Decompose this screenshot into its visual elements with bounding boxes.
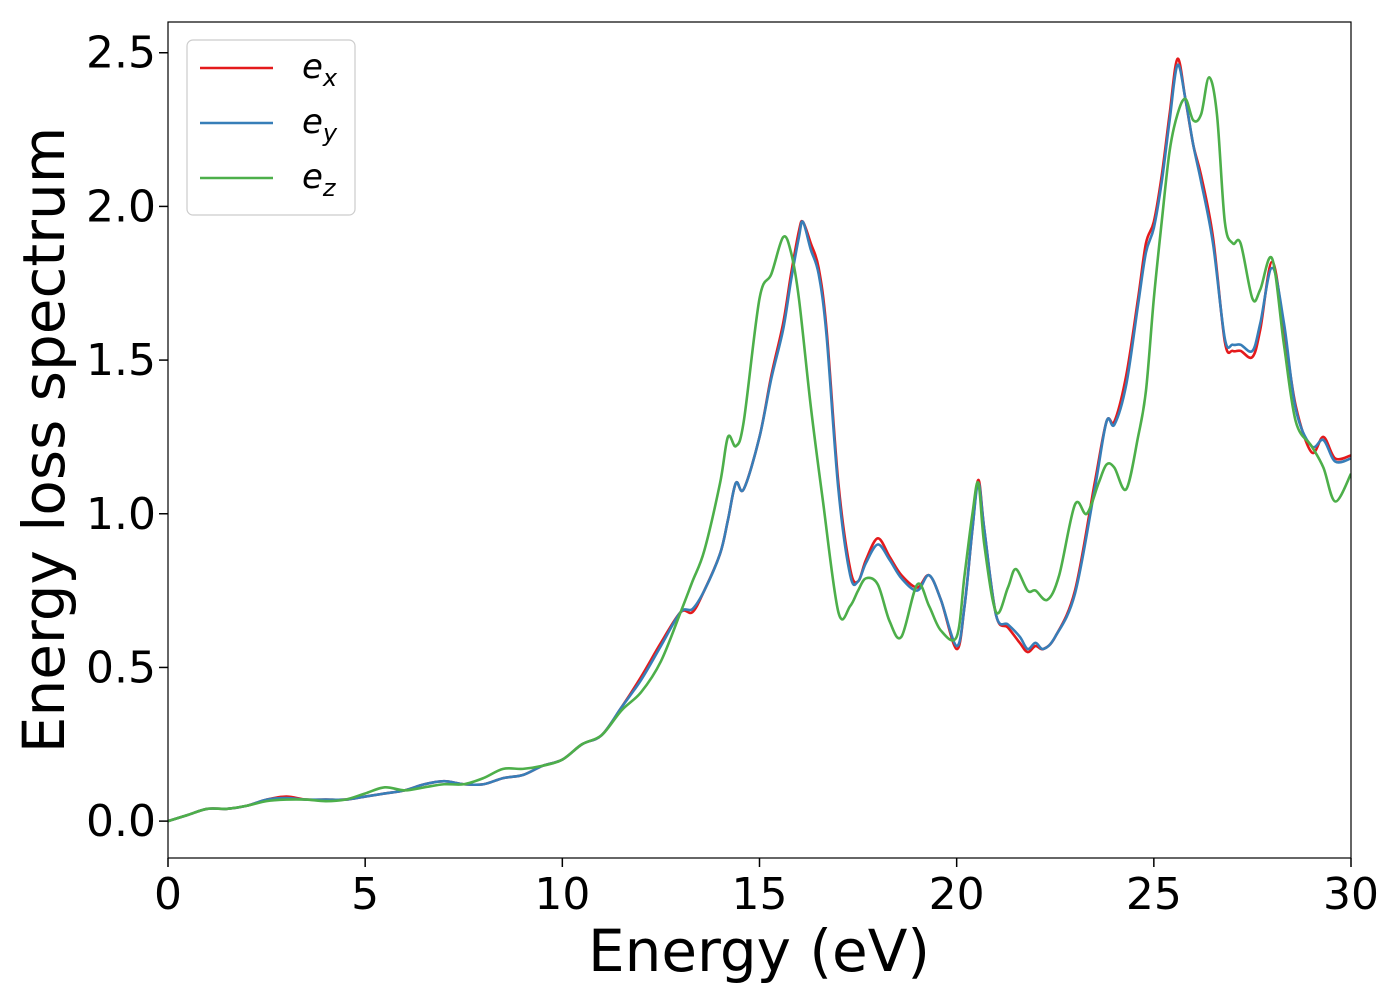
x-tick-label: 20 <box>929 869 985 920</box>
y-tick-label: 0.0 <box>86 796 156 847</box>
series-line-z <box>168 76 1351 823</box>
x-tick-label: 15 <box>732 869 788 920</box>
x-tick-label: 10 <box>534 869 590 920</box>
x-tick-label: 5 <box>351 869 379 920</box>
y-tick-label: 2.5 <box>86 28 156 79</box>
plot-lines <box>168 57 1351 823</box>
x-axis: 0 5 10 15 20 25 30 <box>154 858 1379 920</box>
y-tick-label: 1.0 <box>86 489 156 540</box>
x-axis-title: Energy (eV) <box>588 917 930 985</box>
y-axis-title: Energy loss spectrum <box>10 127 78 753</box>
y-tick-label: 2.0 <box>86 181 156 232</box>
y-axis: 0.0 0.5 1.0 1.5 2.0 2.5 <box>86 28 168 847</box>
x-tick-label: 0 <box>154 869 182 920</box>
y-tick-label: 1.5 <box>86 335 156 386</box>
y-tick-label: 0.5 <box>86 642 156 693</box>
x-tick-label: 30 <box>1323 869 1379 920</box>
x-tick-label: 25 <box>1126 869 1182 920</box>
legend-box <box>186 39 356 216</box>
plot-frame <box>167 21 1352 859</box>
